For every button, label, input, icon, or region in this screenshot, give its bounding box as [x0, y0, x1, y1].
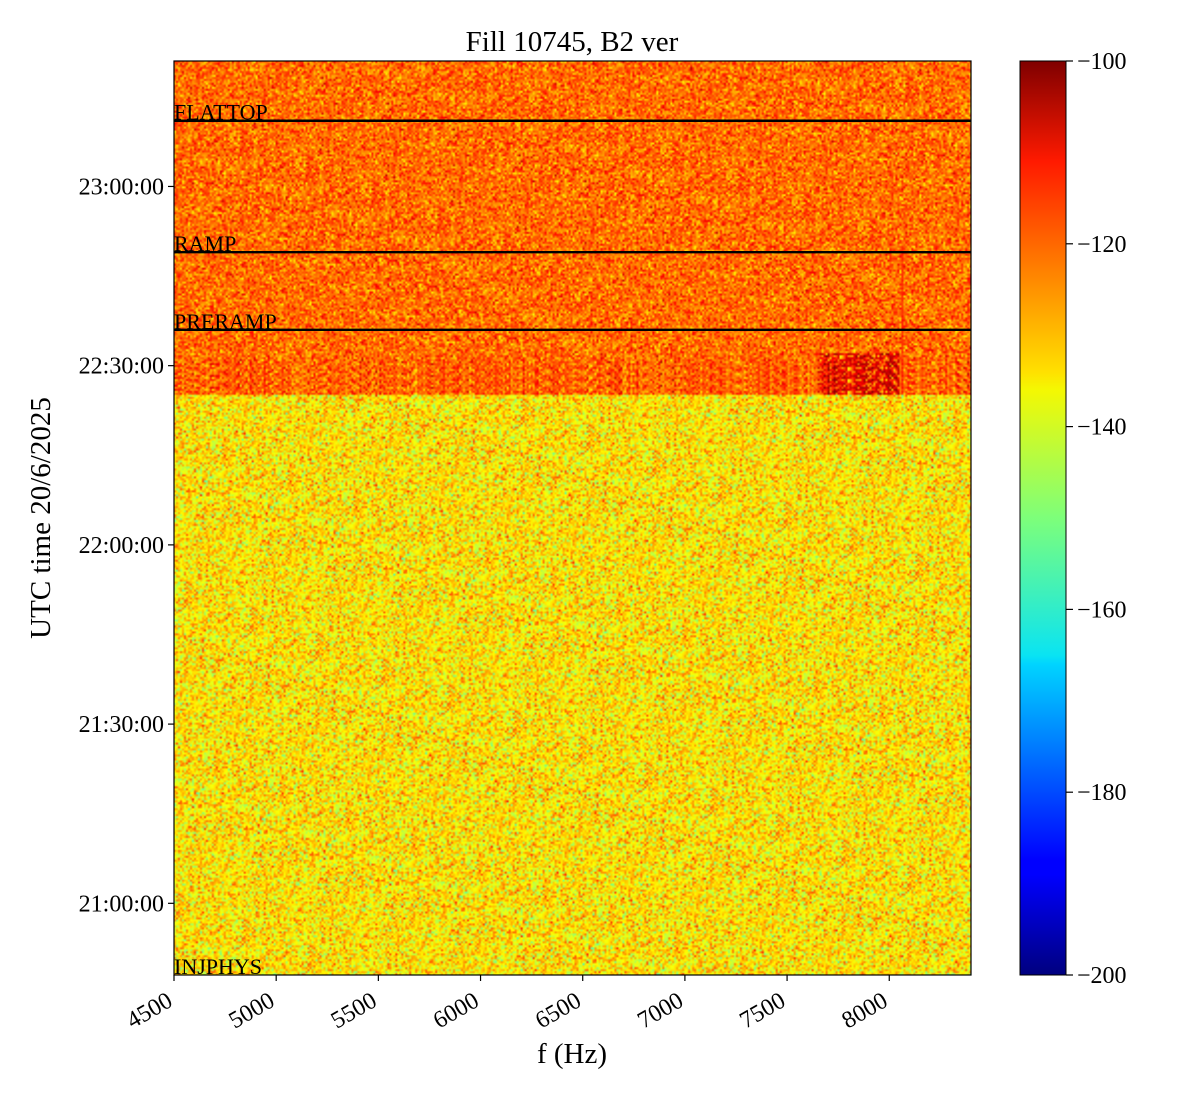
x-tick-label: 7000 — [633, 988, 688, 1035]
colorbar-axis: −100 −120 −140 −160 −180 −200 — [1066, 49, 1127, 989]
colorbar-tick-label: −100 — [1077, 49, 1127, 75]
colorbar-gradient — [1019, 60, 1067, 976]
phase-label: INJPHYS — [174, 954, 262, 979]
heatmap-image — [174, 61, 971, 975]
colorbar-tick-label: −200 — [1077, 963, 1127, 989]
x-tick-label: 6000 — [429, 988, 484, 1035]
colorbar-tick-label: −160 — [1077, 597, 1127, 623]
plot-area: FLATTOP RAMP PRERAMP INJPHYS — [174, 61, 971, 979]
phase-markers: FLATTOP RAMP PRERAMP INJPHYS — [174, 100, 971, 979]
y-tick-label: 21:30:00 — [79, 712, 164, 738]
x-tick-label: 8000 — [838, 988, 893, 1035]
y-tick-label: 23:00:00 — [79, 174, 164, 200]
x-tick-label: 5500 — [327, 988, 382, 1035]
y-tick-label: 22:30:00 — [79, 354, 164, 380]
phase-label: PRERAMP — [174, 309, 277, 334]
x-tick-label: 5000 — [225, 988, 280, 1035]
y-axis-label: UTC time 20/6/2025 — [25, 397, 57, 639]
colorbar-tick-label: −120 — [1077, 232, 1127, 258]
phase-label: FLATTOP — [174, 100, 268, 125]
x-axis: 4500 5000 5500 6000 6500 7000 7500 8000 — [122, 975, 892, 1034]
colorbar-tick-label: −180 — [1077, 780, 1127, 806]
x-tick-label: 7500 — [736, 988, 791, 1035]
plot-frame — [173, 60, 972, 976]
y-tick-label: 21:00:00 — [79, 891, 164, 917]
phase-label: RAMP — [174, 231, 236, 256]
y-tick-label: 22:00:00 — [79, 533, 164, 559]
x-tick-label: 4500 — [122, 988, 177, 1035]
colorbar-tick-label: −140 — [1077, 415, 1127, 441]
y-axis: 21:00:00 21:30:00 22:00:00 22:30:00 23:00:00 — [79, 174, 174, 917]
chart-title: Fill 10745, B2 ver — [466, 26, 679, 58]
x-axis-label: f (Hz) — [537, 1038, 607, 1070]
colorbar: −100 −120 −140 −160 −180 −200 — [1019, 49, 1127, 989]
x-tick-label: 6500 — [531, 988, 586, 1035]
